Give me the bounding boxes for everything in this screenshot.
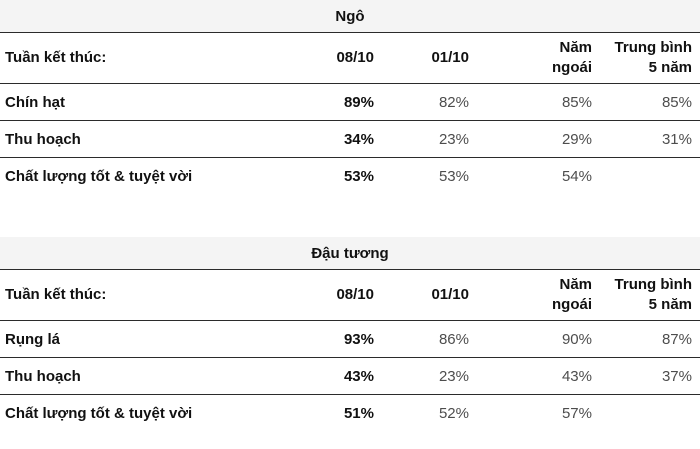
row-value-current: 51% [343, 405, 374, 422]
header-col-prior-week: 01/10 [431, 49, 469, 66]
table-row: Thu hoạch 34% 23% 29% 31% [0, 121, 700, 158]
soybean-header-row: Tuần kết thúc: 08/10 01/10 Năm ngoái Tru… [0, 270, 700, 321]
soybean-table-title: Đậu tương [0, 237, 700, 270]
row-value-last-year: 43% [561, 367, 592, 385]
table-row: Thu hoạch 43% 23% 43% 37% [0, 358, 700, 395]
row-label: Chín hạt [5, 93, 65, 111]
row-value-5yr-avg: 31% [661, 130, 692, 148]
row-value-5yr-avg: 85% [661, 93, 692, 111]
corn-table: Ngô Tuần kết thúc: 08/10 01/10 Năm ngoái… [0, 0, 700, 195]
header-week-ending-label: Tuần kết thúc: [5, 286, 107, 303]
header-col-5yr-avg-text: Trung bình 5 năm [614, 276, 692, 313]
row-value-last-year: 85% [561, 93, 592, 111]
row-value-last-year: 54% [561, 168, 592, 185]
row-value-prior: 52% [438, 405, 469, 422]
table-row: Chất lượng tốt & tuyệt vời 53% 53% 54% [0, 158, 700, 195]
corn-table-title: Ngô [0, 0, 700, 33]
row-value-prior: 53% [438, 168, 469, 185]
row-value-last-year: 90% [561, 330, 592, 348]
row-value-current: 89% [343, 93, 374, 111]
row-value-last-year: 57% [561, 405, 592, 422]
header-col-last-year-text: Năm ngoái [552, 39, 592, 76]
header-col-5yr-avg: Trung bình 5 năm [592, 275, 692, 315]
row-value-prior: 23% [438, 367, 469, 385]
row-value-current: 53% [343, 168, 374, 185]
corn-header-row: Tuần kết thúc: 08/10 01/10 Năm ngoái Tru… [0, 33, 700, 84]
header-col-5yr-avg: Trung bình 5 năm [592, 38, 692, 78]
row-label: Chất lượng tốt & tuyệt vời [5, 405, 193, 422]
header-col-last-year: Năm ngoái [469, 38, 592, 78]
row-value-current: 43% [343, 367, 374, 385]
row-label: Chất lượng tốt & tuyệt vời [5, 168, 193, 185]
row-value-prior: 23% [438, 130, 469, 148]
row-value-last-year: 29% [561, 130, 592, 148]
row-label: Thu hoạch [5, 130, 81, 148]
table-row: Rụng lá 93% 86% 90% 87% [0, 321, 700, 358]
row-value-current: 34% [343, 130, 374, 148]
header-col-current-week: 08/10 [336, 49, 374, 66]
row-value-5yr-avg: 37% [661, 367, 692, 385]
header-col-5yr-avg-text: Trung bình 5 năm [614, 39, 692, 76]
row-value-prior: 82% [438, 93, 469, 111]
row-label: Rụng lá [5, 330, 60, 348]
header-week-ending-label: Tuần kết thúc: [5, 49, 107, 66]
soybean-table: Đậu tương Tuần kết thúc: 08/10 01/10 Năm… [0, 237, 700, 432]
header-col-current-week: 08/10 [336, 286, 374, 303]
header-col-prior-week: 01/10 [431, 286, 469, 303]
header-col-last-year: Năm ngoái [469, 275, 592, 315]
row-value-current: 93% [343, 330, 374, 348]
table-row: Chất lượng tốt & tuyệt vời 51% 52% 57% [0, 395, 700, 432]
row-label: Thu hoạch [5, 367, 81, 385]
row-value-5yr-avg: 87% [661, 330, 692, 348]
row-value-prior: 86% [438, 330, 469, 348]
header-col-last-year-text: Năm ngoái [552, 276, 592, 313]
table-row: Chín hạt 89% 82% 85% 85% [0, 84, 700, 121]
